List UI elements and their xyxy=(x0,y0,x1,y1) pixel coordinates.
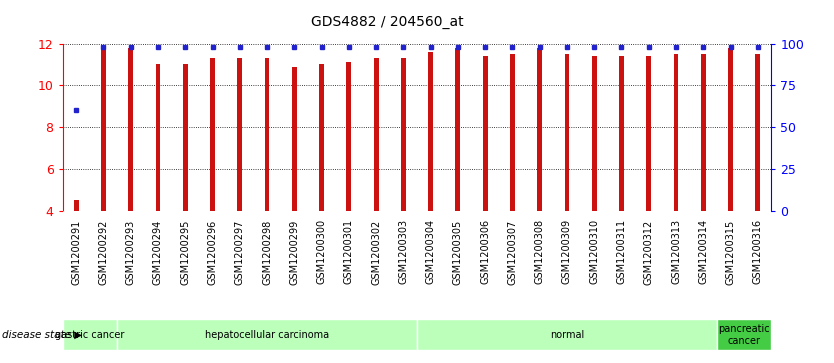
Text: GSM1200307: GSM1200307 xyxy=(507,219,517,285)
Text: GSM1200300: GSM1200300 xyxy=(317,219,327,284)
Text: gastric cancer: gastric cancer xyxy=(55,330,124,340)
Text: GSM1200315: GSM1200315 xyxy=(726,219,736,285)
Bar xyxy=(155,65,160,211)
Bar xyxy=(210,58,215,211)
Bar xyxy=(335,211,363,319)
Bar xyxy=(90,211,117,319)
Bar xyxy=(717,211,744,319)
Text: GSM1200305: GSM1200305 xyxy=(453,219,463,285)
Text: GSM1200316: GSM1200316 xyxy=(753,219,763,284)
Bar xyxy=(471,211,499,319)
Bar xyxy=(374,58,379,211)
Bar xyxy=(499,211,526,319)
Bar xyxy=(389,211,417,319)
Bar xyxy=(728,48,733,211)
Text: pancreatic
cancer: pancreatic cancer xyxy=(718,324,770,346)
Bar xyxy=(346,62,351,211)
Bar xyxy=(580,211,608,319)
Text: GSM1200296: GSM1200296 xyxy=(208,219,218,285)
Bar xyxy=(756,54,761,211)
Bar xyxy=(183,65,188,211)
Text: GSM1200308: GSM1200308 xyxy=(535,219,545,284)
Bar xyxy=(565,54,570,211)
Bar xyxy=(553,211,580,319)
Bar xyxy=(264,58,269,211)
Text: GSM1200292: GSM1200292 xyxy=(98,219,108,285)
Text: GSM1200303: GSM1200303 xyxy=(399,219,409,284)
Bar xyxy=(101,48,106,211)
Bar xyxy=(308,211,335,319)
Bar xyxy=(319,65,324,211)
Bar xyxy=(198,211,226,319)
Bar xyxy=(537,48,542,211)
Text: GSM1200306: GSM1200306 xyxy=(480,219,490,284)
Bar xyxy=(63,211,90,319)
Text: hepatocellular carcinoma: hepatocellular carcinoma xyxy=(205,330,329,340)
Bar xyxy=(690,211,717,319)
Bar xyxy=(363,211,389,319)
Text: GSM1200295: GSM1200295 xyxy=(180,219,190,285)
Bar xyxy=(281,211,308,319)
Bar xyxy=(445,211,471,319)
Text: GSM1200309: GSM1200309 xyxy=(562,219,572,284)
Bar xyxy=(510,54,515,211)
Bar xyxy=(428,52,433,211)
Bar xyxy=(128,48,133,211)
Text: disease state ▶: disease state ▶ xyxy=(2,330,82,340)
Bar xyxy=(117,211,144,319)
Bar xyxy=(172,211,198,319)
Text: GDS4882 / 204560_at: GDS4882 / 204560_at xyxy=(310,15,464,29)
Bar xyxy=(417,319,717,350)
Bar xyxy=(238,58,242,211)
Bar xyxy=(619,56,624,211)
Bar xyxy=(401,58,406,211)
Bar xyxy=(483,56,488,211)
Text: GSM1200304: GSM1200304 xyxy=(425,219,435,284)
Bar xyxy=(73,200,78,211)
Bar xyxy=(417,211,445,319)
Text: GSM1200301: GSM1200301 xyxy=(344,219,354,284)
Bar xyxy=(717,319,771,350)
Text: GSM1200291: GSM1200291 xyxy=(71,219,81,285)
Bar xyxy=(674,54,679,211)
Bar xyxy=(226,211,254,319)
Bar xyxy=(646,56,651,211)
Bar xyxy=(636,211,662,319)
Bar xyxy=(608,211,636,319)
Text: GSM1200299: GSM1200299 xyxy=(289,219,299,285)
Bar xyxy=(254,211,281,319)
Bar xyxy=(526,211,553,319)
Text: GSM1200293: GSM1200293 xyxy=(126,219,136,285)
Bar xyxy=(292,66,297,211)
Text: normal: normal xyxy=(550,330,584,340)
Text: GSM1200302: GSM1200302 xyxy=(371,219,381,285)
Bar xyxy=(662,211,690,319)
Text: GSM1200310: GSM1200310 xyxy=(590,219,599,284)
Text: GSM1200312: GSM1200312 xyxy=(644,219,654,285)
Text: GSM1200311: GSM1200311 xyxy=(616,219,626,284)
Bar xyxy=(744,211,771,319)
Bar xyxy=(701,54,706,211)
Bar xyxy=(455,48,460,211)
Text: GSM1200298: GSM1200298 xyxy=(262,219,272,285)
Text: GSM1200313: GSM1200313 xyxy=(671,219,681,284)
Text: GSM1200294: GSM1200294 xyxy=(153,219,163,285)
Bar xyxy=(144,211,172,319)
Text: GSM1200314: GSM1200314 xyxy=(698,219,708,284)
Bar xyxy=(117,319,417,350)
Text: GSM1200297: GSM1200297 xyxy=(235,219,244,285)
Bar xyxy=(63,319,117,350)
Bar xyxy=(592,56,596,211)
